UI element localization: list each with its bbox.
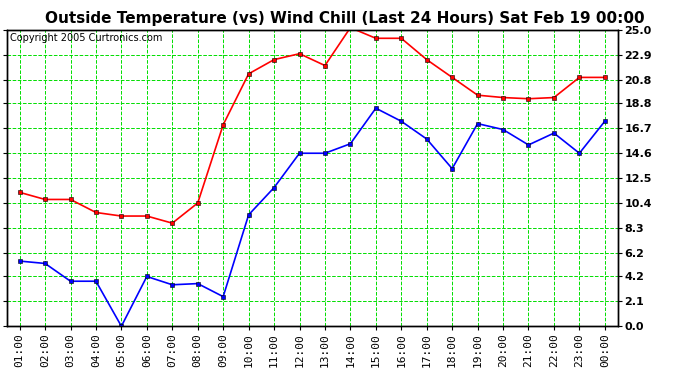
Text: Copyright 2005 Curtronics.com: Copyright 2005 Curtronics.com [10, 33, 162, 43]
Text: Outside Temperature (vs) Wind Chill (Last 24 Hours) Sat Feb 19 00:00: Outside Temperature (vs) Wind Chill (Las… [45, 11, 645, 26]
